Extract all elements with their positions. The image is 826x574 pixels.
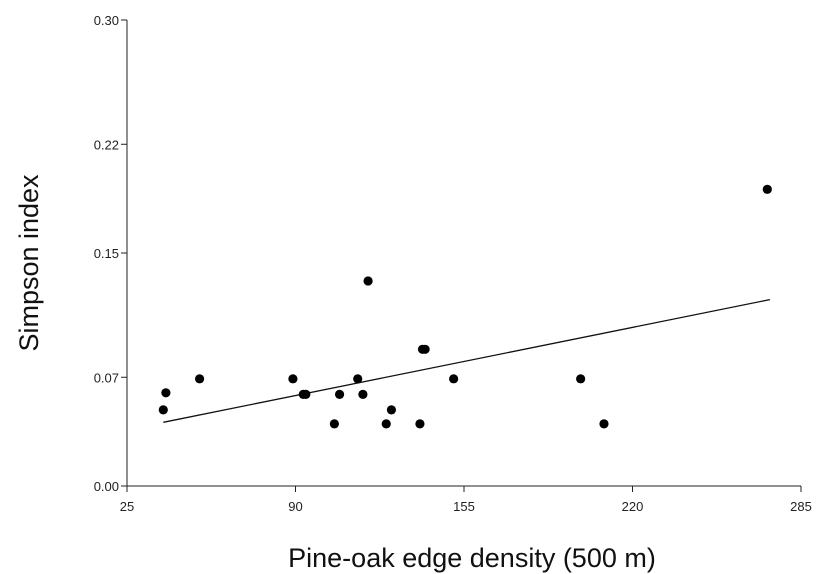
x-axis-title: Pine-oak edge density (500 m) <box>288 543 656 573</box>
x-tick-label: 25 <box>120 499 134 514</box>
data-point <box>386 405 397 415</box>
x-tick-label: 285 <box>790 499 812 514</box>
y-tick-label: 0.00 <box>94 479 119 494</box>
data-point <box>358 389 368 399</box>
data-point <box>381 419 391 429</box>
x-tick-label: 155 <box>453 499 475 514</box>
data-point <box>353 374 363 384</box>
data-point <box>161 388 171 398</box>
regression-line <box>163 298 771 423</box>
data-point <box>329 419 339 429</box>
regression-line-group <box>163 298 771 423</box>
y-tick-label: 0.15 <box>94 246 119 261</box>
y-tick-label: 0.30 <box>94 13 119 28</box>
data-points <box>158 184 772 429</box>
x-axis: 25 90 155 220 285 <box>120 485 812 514</box>
data-point <box>334 389 345 399</box>
data-point <box>158 405 168 415</box>
y-axis-title: Simpson index <box>14 174 44 352</box>
x-tick-label: 220 <box>622 499 644 514</box>
data-point <box>762 184 772 194</box>
data-point <box>415 419 425 429</box>
data-point <box>301 389 311 399</box>
y-tick-label: 0.07 <box>94 370 119 385</box>
data-point <box>363 276 373 286</box>
data-point <box>449 374 459 384</box>
x-tick-label: 90 <box>288 499 302 514</box>
y-axis: 0.00 0.07 0.15 0.22 0.30 <box>94 13 128 494</box>
data-point <box>599 419 609 429</box>
data-point <box>576 374 586 384</box>
y-tick-label: 0.22 <box>94 137 119 152</box>
data-point <box>194 374 205 384</box>
data-point <box>420 344 430 354</box>
data-point <box>288 374 298 384</box>
